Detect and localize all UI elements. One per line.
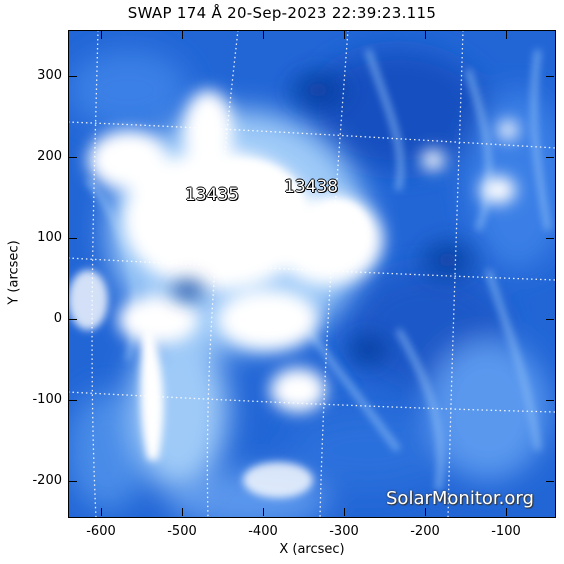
x-tick-top — [182, 31, 183, 39]
y-tick-label: 300 — [37, 68, 62, 83]
x-tick-label: -100 — [491, 524, 521, 539]
watermark: SolarMonitor.org — [386, 488, 534, 509]
solar-emission-svg — [68, 30, 556, 518]
y-axis-label: Y (arcsec) — [6, 240, 22, 305]
y-tick — [69, 238, 77, 239]
y-tick-right — [546, 76, 554, 77]
x-tick-top — [344, 31, 345, 39]
x-tick-top — [101, 31, 102, 39]
y-tick — [69, 481, 77, 482]
x-axis-label: X (arcsec) — [279, 542, 345, 557]
active-region-label: 13438 — [284, 177, 339, 197]
image-title: SWAP 174 Å 20-Sep-2023 22:39:23.115 — [127, 4, 437, 22]
x-tick-top — [425, 31, 426, 39]
x-tick-label: -600 — [86, 524, 116, 539]
y-tick — [69, 76, 77, 77]
x-tick — [506, 508, 507, 516]
y-tick — [69, 400, 77, 401]
x-tick — [344, 508, 345, 516]
y-tick-label: 100 — [37, 230, 62, 245]
solar-image — [68, 30, 556, 518]
x-tick-label: -400 — [248, 524, 278, 539]
y-tick — [69, 157, 77, 158]
x-tick — [425, 508, 426, 516]
x-tick — [263, 508, 264, 516]
y-tick-label: -200 — [32, 473, 62, 488]
x-tick-top — [263, 31, 264, 39]
x-tick-label: -500 — [167, 524, 197, 539]
y-tick-right — [546, 481, 554, 482]
x-tick-label: -200 — [410, 524, 440, 539]
active-region-label: 13435 — [185, 185, 240, 205]
x-tick-label: -300 — [329, 524, 359, 539]
x-tick — [101, 508, 102, 516]
y-tick-right — [546, 157, 554, 158]
y-tick-right — [546, 238, 554, 239]
y-tick-label: 0 — [53, 311, 62, 326]
y-tick-right — [546, 319, 554, 320]
y-tick-right — [546, 400, 554, 401]
x-tick — [182, 508, 183, 516]
y-tick-label: 200 — [37, 149, 62, 164]
y-tick-label: -100 — [32, 392, 62, 407]
x-tick-top — [506, 31, 507, 39]
y-tick — [69, 319, 77, 320]
